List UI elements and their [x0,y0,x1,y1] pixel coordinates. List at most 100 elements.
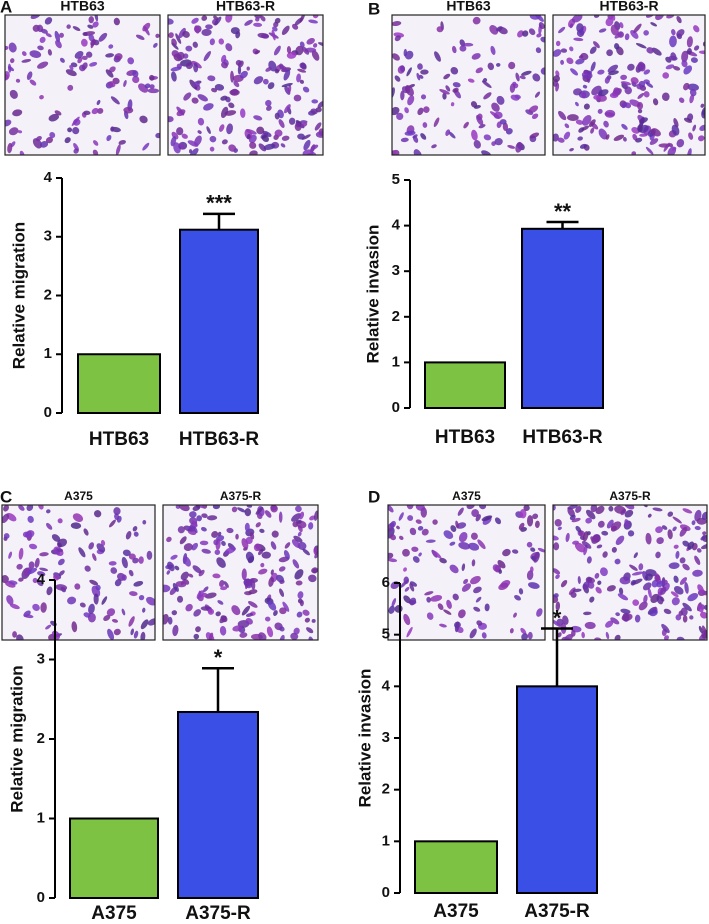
cell [632,133,638,141]
cell [515,72,520,82]
cell [534,520,540,529]
cell [675,614,682,621]
cell [636,83,643,90]
cell [583,611,592,616]
cell [118,140,126,145]
micrograph [553,505,707,640]
cell [211,87,218,93]
cell [231,506,238,513]
cell [175,581,187,588]
cell [454,621,460,633]
cell [635,43,647,49]
panel-label: B [368,0,380,18]
y-tick-label: 1 [382,832,390,849]
cell [450,66,459,75]
image-label: HTB63-R [216,0,275,14]
cell [132,526,138,532]
cell [66,24,71,29]
cell [92,21,99,28]
cell [270,541,277,550]
cell [443,73,451,80]
cell [597,108,603,114]
cell [57,518,63,524]
y-axis-label: Relative invasion [363,225,382,364]
cell [172,624,179,637]
cell [291,513,302,522]
cell [293,94,302,102]
y-tick-label: 0 [37,889,45,906]
cell [496,95,505,105]
cell [29,79,37,86]
cell [557,526,562,531]
cell [245,551,255,563]
cell [575,525,582,533]
cell [576,29,585,37]
cell [697,604,704,613]
cell [72,127,80,135]
cell [487,62,495,71]
cell [279,607,287,615]
cell [290,632,299,640]
cell [274,112,280,120]
cell [16,563,23,570]
cell [403,595,411,604]
cell [212,573,221,579]
cell [205,24,213,30]
cell [74,51,84,59]
cell [458,532,468,543]
cell [404,85,414,96]
cell [599,567,608,577]
cell [171,38,177,46]
cell [521,633,529,640]
cell [70,522,82,529]
y-tick-label: 1 [44,345,52,362]
cell [237,507,246,513]
cell [171,50,180,58]
cell [481,80,492,88]
cell [693,25,700,33]
cell [88,542,95,550]
cell [646,47,654,54]
cell [58,570,65,577]
cell [128,616,135,627]
cell [193,609,202,617]
cell [293,627,300,635]
cell [174,565,180,571]
cell [409,597,417,606]
cell [643,91,650,98]
cell [254,50,261,54]
cell [489,24,499,35]
cell [520,627,527,635]
cell [476,114,484,126]
cell [573,37,584,42]
cell [614,43,620,50]
cell [690,57,698,63]
cell [606,519,614,529]
cell [668,562,680,570]
cell [530,566,534,573]
image-label: A375 [64,489,93,503]
cell [446,599,452,609]
cell [230,70,235,83]
cell [273,45,281,56]
cell [679,557,686,564]
cell [182,30,190,38]
cell [178,143,186,150]
cell [586,556,592,564]
cell [113,17,120,26]
cell [139,115,148,124]
cell [8,66,15,72]
cell [686,48,692,55]
cell [577,575,581,585]
cell [73,148,79,154]
cell [183,556,191,567]
cell [518,588,524,595]
cell [510,94,520,101]
cell [199,540,209,546]
cell [575,58,585,65]
cell [21,58,32,63]
cell [35,135,42,142]
cell [121,608,126,616]
cell [106,134,112,142]
cell [494,517,502,525]
